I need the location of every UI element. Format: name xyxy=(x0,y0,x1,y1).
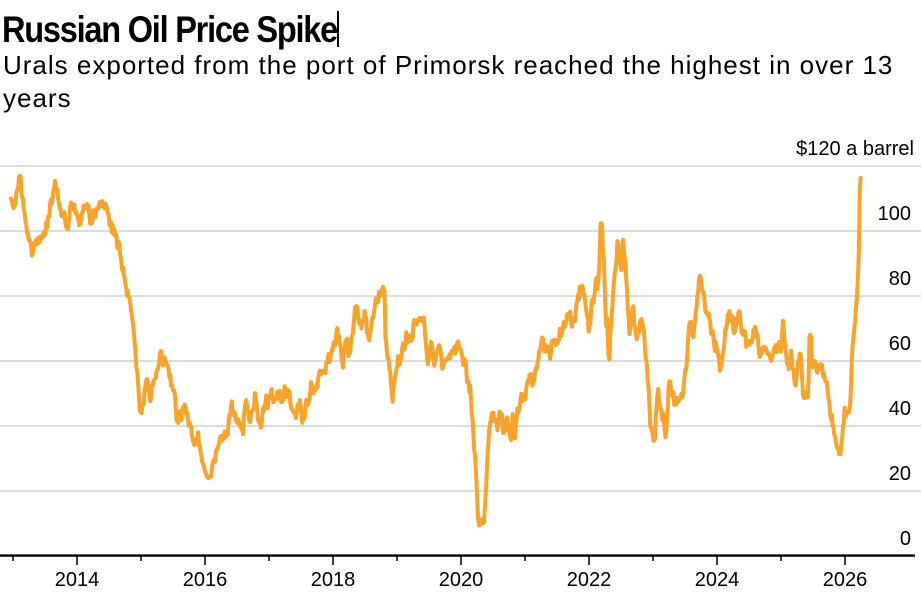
svg-text:2014: 2014 xyxy=(55,569,100,591)
svg-text:2016: 2016 xyxy=(183,569,228,591)
svg-text:0: 0 xyxy=(900,528,911,550)
svg-text:2026: 2026 xyxy=(823,569,868,591)
svg-text:80: 80 xyxy=(889,268,911,290)
svg-text:20: 20 xyxy=(889,463,911,485)
svg-text:2018: 2018 xyxy=(311,569,356,591)
svg-text:2022: 2022 xyxy=(567,569,612,591)
svg-text:2024: 2024 xyxy=(695,569,740,591)
svg-text:2020: 2020 xyxy=(439,569,484,591)
svg-text:$120 a barrel: $120 a barrel xyxy=(796,138,914,160)
svg-text:60: 60 xyxy=(889,333,911,355)
svg-text:40: 40 xyxy=(889,398,911,420)
svg-text:100: 100 xyxy=(878,203,911,225)
